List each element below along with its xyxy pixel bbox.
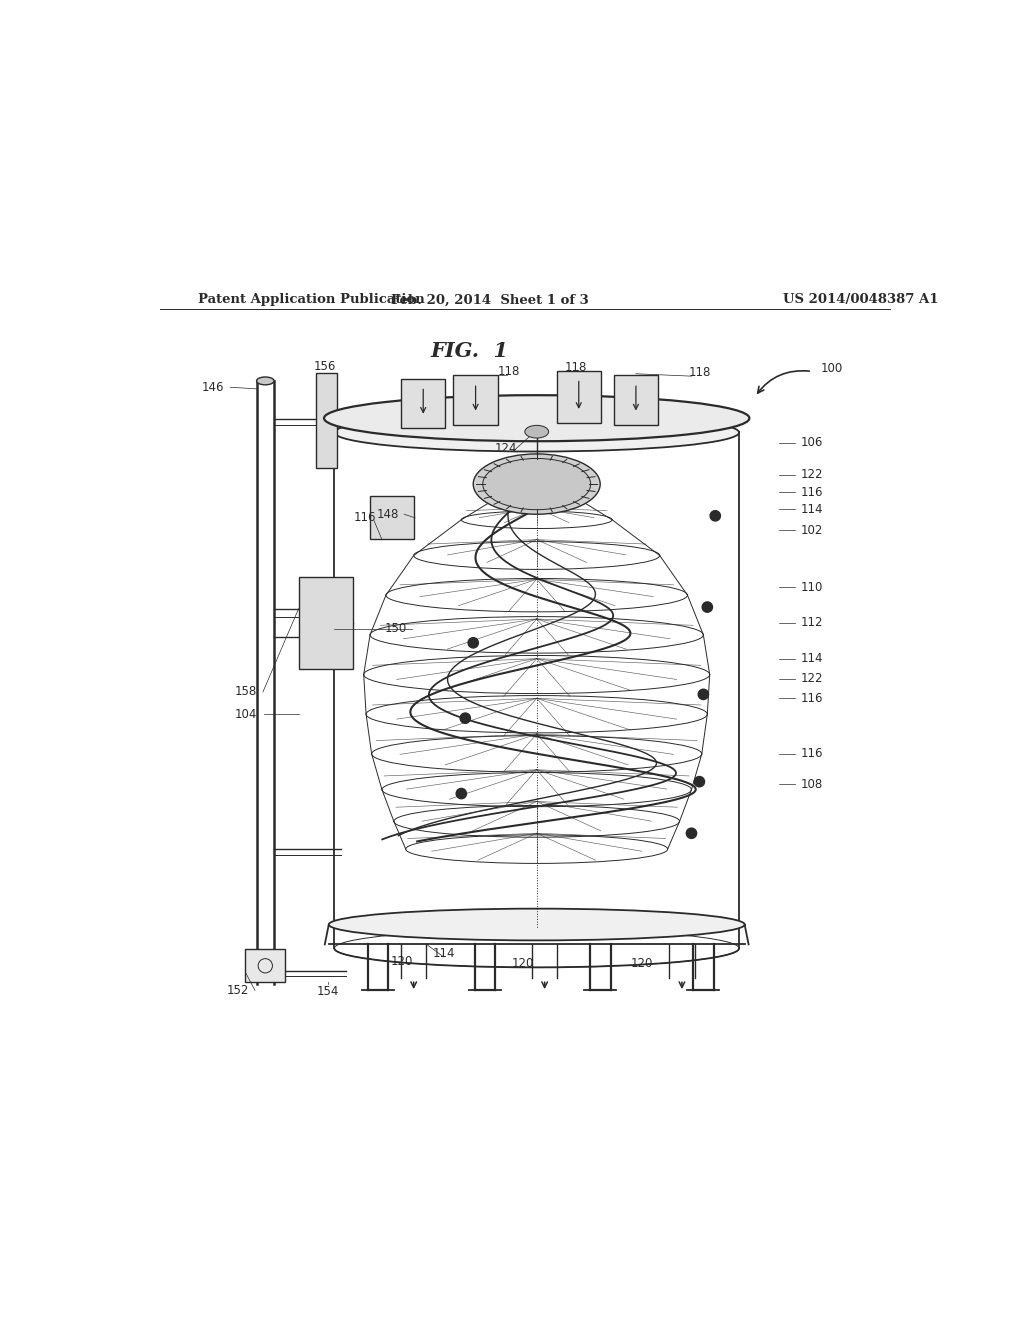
- Text: 120: 120: [511, 957, 534, 970]
- Text: 156: 156: [313, 360, 336, 374]
- Text: 118: 118: [564, 360, 587, 374]
- Text: 104: 104: [236, 708, 257, 721]
- Circle shape: [710, 511, 721, 521]
- Ellipse shape: [524, 425, 549, 438]
- Circle shape: [694, 776, 705, 787]
- Text: 110: 110: [801, 581, 823, 594]
- Text: 124: 124: [495, 442, 517, 455]
- Text: 112: 112: [801, 616, 823, 630]
- Ellipse shape: [257, 378, 274, 385]
- Text: Patent Application Publication: Patent Application Publication: [198, 293, 425, 306]
- Ellipse shape: [473, 454, 600, 515]
- FancyBboxPatch shape: [299, 577, 352, 669]
- Circle shape: [702, 602, 713, 612]
- Text: 152: 152: [226, 983, 249, 997]
- Ellipse shape: [482, 458, 591, 510]
- Text: 120: 120: [631, 957, 653, 970]
- FancyBboxPatch shape: [454, 375, 498, 425]
- Circle shape: [698, 689, 709, 700]
- FancyBboxPatch shape: [370, 495, 414, 540]
- Text: 118: 118: [498, 364, 520, 378]
- Text: 116: 116: [801, 692, 823, 705]
- Text: 114: 114: [432, 948, 455, 961]
- Text: 158: 158: [234, 685, 257, 698]
- FancyBboxPatch shape: [246, 949, 285, 982]
- Ellipse shape: [334, 413, 739, 451]
- Circle shape: [460, 713, 470, 723]
- Text: 100: 100: [821, 362, 843, 375]
- Text: 150: 150: [385, 622, 408, 635]
- Text: 102: 102: [801, 524, 823, 537]
- Text: 154: 154: [316, 986, 339, 998]
- Text: 146: 146: [202, 380, 224, 393]
- FancyBboxPatch shape: [316, 374, 337, 469]
- Text: FIG.  1: FIG. 1: [430, 341, 508, 360]
- Text: 116: 116: [801, 747, 823, 760]
- Text: 106: 106: [801, 437, 823, 449]
- Ellipse shape: [329, 908, 744, 940]
- Circle shape: [686, 828, 696, 838]
- Text: 122: 122: [801, 469, 823, 480]
- FancyBboxPatch shape: [613, 375, 658, 425]
- FancyBboxPatch shape: [401, 379, 445, 428]
- Circle shape: [456, 788, 467, 799]
- Ellipse shape: [334, 413, 739, 451]
- FancyBboxPatch shape: [556, 371, 601, 422]
- Text: 114: 114: [801, 503, 823, 516]
- Text: US 2014/0048387 A1: US 2014/0048387 A1: [782, 293, 938, 306]
- Text: 116: 116: [353, 511, 376, 524]
- Text: 120: 120: [390, 956, 413, 969]
- Text: 118: 118: [688, 367, 711, 379]
- Text: 122: 122: [801, 672, 823, 685]
- Text: 148: 148: [377, 508, 399, 520]
- Text: Feb. 20, 2014  Sheet 1 of 3: Feb. 20, 2014 Sheet 1 of 3: [391, 293, 589, 306]
- Circle shape: [468, 638, 478, 648]
- Text: 116: 116: [801, 486, 823, 499]
- Ellipse shape: [324, 395, 750, 441]
- Text: 114: 114: [801, 652, 823, 665]
- Text: 108: 108: [801, 777, 823, 791]
